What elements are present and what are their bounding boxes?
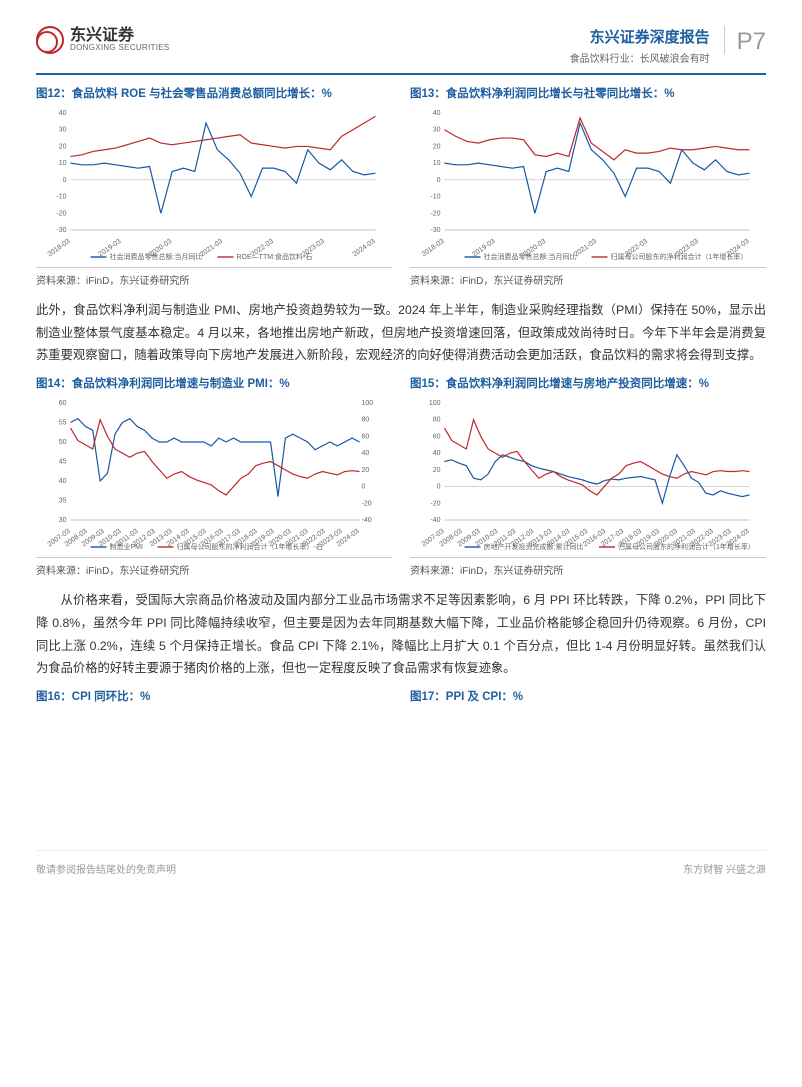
svg-text:-20: -20 xyxy=(56,210,66,217)
footer-right: 东方财智 兴盛之源 xyxy=(683,861,766,876)
svg-text:40: 40 xyxy=(362,450,370,457)
svg-text:2018-03: 2018-03 xyxy=(421,238,446,259)
svg-text:-40: -40 xyxy=(362,517,372,524)
svg-text:45: 45 xyxy=(59,459,67,466)
chart-svg: -40-200204060801002007-032008-032009-032… xyxy=(410,397,766,552)
svg-text:100: 100 xyxy=(429,400,441,407)
chart-source: 资料来源：iFinD，东兴证券研究所 xyxy=(36,267,392,287)
svg-text:0: 0 xyxy=(437,177,441,184)
svg-text:30: 30 xyxy=(433,127,441,134)
svg-text:0: 0 xyxy=(362,484,366,491)
svg-text:-40: -40 xyxy=(430,517,440,524)
chart-15: 图15：食品饮料净利润同比增速与房地产投资同比增速：% -40 -20 0 20 40 6… xyxy=(410,375,766,577)
report-subtitle: 食品饮料行业：长风破浪会有时 xyxy=(570,50,710,65)
chart-14: 图14：食品饮料净利润同比增速与制造业 PMI：% 30 35 40 45 50 55 60… xyxy=(36,375,392,577)
logo-block: 东兴证券 DONGXING SECURITIES xyxy=(36,26,170,54)
svg-text:10: 10 xyxy=(59,160,67,167)
chart-16: 图16：CPI 同环比：% xyxy=(36,688,392,710)
svg-text:10: 10 xyxy=(433,160,441,167)
svg-text:社会消费品零售总额:当月同比: 社会消费品零售总额:当月同比 xyxy=(110,252,203,261)
svg-text:0: 0 xyxy=(63,177,67,184)
svg-text:归属母公司股东的净利润合计（1年增长率）: 归属母公司股东的净利润合计（1年增长率） xyxy=(611,252,748,261)
svg-text:20: 20 xyxy=(59,143,67,150)
svg-text:30: 30 xyxy=(59,127,67,134)
svg-text:-20: -20 xyxy=(430,210,440,217)
chart-svg: -30-20-100102030402018-032019-032020-032… xyxy=(36,107,392,262)
svg-text:80: 80 xyxy=(433,417,441,424)
svg-text:社会消费品零售总额:当月同比: 社会消费品零售总额:当月同比 xyxy=(484,252,577,261)
svg-text:50: 50 xyxy=(59,439,67,446)
logo-cn: 东兴证券 xyxy=(70,27,170,45)
svg-text:-10: -10 xyxy=(56,194,66,201)
svg-text:40: 40 xyxy=(59,110,67,117)
svg-text:-20: -20 xyxy=(430,500,440,507)
svg-text:2024-03: 2024-03 xyxy=(352,238,377,259)
chart-title: 图13：食品饮料净利润同比增长与社零同比增长：% xyxy=(410,85,766,101)
chart-13: 图13：食品饮料净利润同比增长与社零同比增长：% -30 -20 -10 0 10 20 3… xyxy=(410,85,766,287)
chart-12: 图12：食品饮料 ROE 与社会零售品消费总额同比增长：% -30 -20 -10 0… xyxy=(36,85,392,287)
svg-text:房地产开发投资完成额:累计同比: 房地产开发投资完成额:累计同比 xyxy=(484,542,584,551)
logo-en: DONGXING SECURITIES xyxy=(70,44,170,53)
svg-text:0: 0 xyxy=(437,484,441,491)
chart-title: 图12：食品饮料 ROE 与社会零售品消费总额同比增长：% xyxy=(36,85,392,101)
svg-text:20: 20 xyxy=(362,467,370,474)
chart-source: 资料来源：iFinD，东兴证券研究所 xyxy=(36,557,392,577)
page-header: 东兴证券 DONGXING SECURITIES 东兴证券深度报告 食品饮料行业… xyxy=(36,26,766,75)
chart-title: 图17：PPI 及 CPI：% xyxy=(410,688,766,704)
chart-title: 图16：CPI 同环比：% xyxy=(36,688,392,704)
svg-text:-20: -20 xyxy=(362,500,372,507)
svg-text:ROE—TTM:食品饮料-石: ROE—TTM:食品饮料-石 xyxy=(237,252,313,261)
svg-text:40: 40 xyxy=(433,110,441,117)
svg-text:制造业PMI: 制造业PMI xyxy=(110,542,143,551)
svg-text:40: 40 xyxy=(433,450,441,457)
svg-text:2021-03: 2021-03 xyxy=(199,238,224,259)
report-title: 东兴证券深度报告 xyxy=(570,26,710,47)
chart-17: 图17：PPI 及 CPI：% xyxy=(410,688,766,710)
svg-text:30: 30 xyxy=(59,517,67,524)
chart-title: 图14：食品饮料净利润同比增速与制造业 PMI：% xyxy=(36,375,392,391)
svg-text:55: 55 xyxy=(59,420,67,427)
svg-text:40: 40 xyxy=(59,478,67,485)
svg-text:-10: -10 xyxy=(430,194,440,201)
svg-text:20: 20 xyxy=(433,143,441,150)
logo-icon xyxy=(36,26,64,54)
svg-text:60: 60 xyxy=(362,434,370,441)
svg-text:2018-03: 2018-03 xyxy=(47,238,72,259)
chart-title: 图15：食品饮料净利润同比增速与房地产投资同比增速：% xyxy=(410,375,766,391)
svg-text:归属母公司股东的净利润合计（1年增长率）-右: 归属母公司股东的净利润合计（1年增长率）-右 xyxy=(177,542,323,551)
chart-svg: -30-20-100102030402018-032019-032020-032… xyxy=(410,107,766,262)
svg-text:100: 100 xyxy=(362,400,374,407)
page-number: P7 xyxy=(724,26,766,54)
svg-text:35: 35 xyxy=(59,498,67,505)
footer-left: 敬请参阅报告结尾处的免责声明 xyxy=(36,861,176,876)
svg-text:-30: -30 xyxy=(56,227,66,234)
svg-text:80: 80 xyxy=(362,417,370,424)
chart-svg: 30354045505560-40-200204060801002007-032… xyxy=(36,397,392,552)
svg-text:60: 60 xyxy=(433,434,441,441)
body-paragraph-2: 从价格来看，受国际大宗商品价格波动及国内部分工业品市场需求不足等因素影响，6 月… xyxy=(36,589,766,680)
svg-text:2021-03: 2021-03 xyxy=(573,238,598,259)
body-paragraph-1: 此外，食品饮料净利润与制造业 PMI、房地产投资趋势较为一致。2024 年上半年… xyxy=(36,299,766,367)
chart-source: 资料来源：iFinD，东兴证券研究所 xyxy=(410,267,766,287)
chart-source: 资料来源：iFinD，东兴证券研究所 xyxy=(410,557,766,577)
svg-text:归属母公司股东的净利润合计（1年增长率）: 归属母公司股东的净利润合计（1年增长率） xyxy=(618,542,755,551)
svg-text:60: 60 xyxy=(59,400,67,407)
page-footer: 敬请参阅报告结尾处的免责声明 东方财智 兴盛之源 xyxy=(36,850,766,876)
svg-text:20: 20 xyxy=(433,467,441,474)
svg-text:-30: -30 xyxy=(430,227,440,234)
